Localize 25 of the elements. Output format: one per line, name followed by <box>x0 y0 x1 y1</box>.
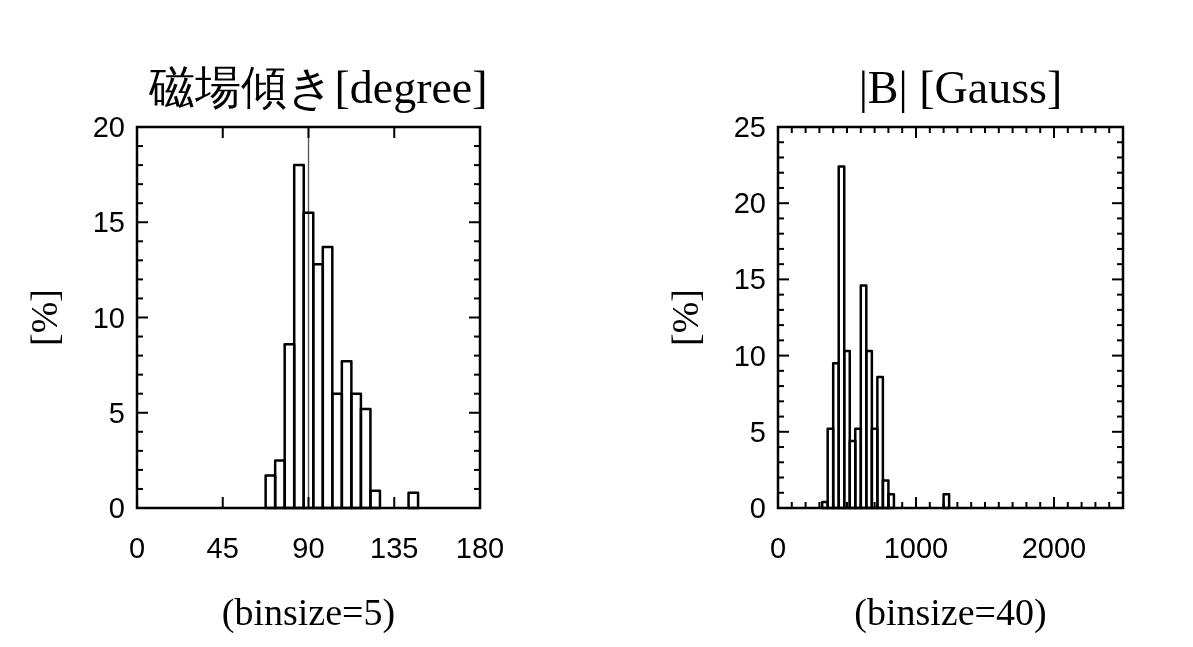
x-tick-label: 90 <box>292 532 325 564</box>
y-axis-title: [%] <box>23 289 65 346</box>
x-axis-title: (binsize=5) <box>221 591 396 634</box>
chart-title: 磁場傾き[degree] <box>148 62 488 113</box>
chart-title: |B| [Gauss] <box>858 62 1063 113</box>
y-tick-label: 15 <box>92 206 125 239</box>
y-tick-label: 5 <box>749 415 766 448</box>
x-tick-label: 1000 <box>883 532 949 564</box>
y-axis-title: [%] <box>664 289 706 346</box>
x-tick-label: 135 <box>370 532 419 564</box>
y-tick-label: 10 <box>92 301 125 334</box>
x-tick-label: 0 <box>128 532 146 564</box>
y-tick-label: 25 <box>733 111 766 143</box>
x-tick-label: 0 <box>769 532 787 564</box>
y-tick-label: 10 <box>733 339 766 372</box>
x-axis-title: (binsize=40) <box>854 591 1047 634</box>
y-tick-label: 0 <box>108 492 125 524</box>
x-tick-label: 2000 <box>1021 532 1087 564</box>
x-tick-label: 180 <box>455 532 505 564</box>
y-tick-label: 0 <box>749 492 766 524</box>
y-tick-label: 20 <box>92 111 125 143</box>
y-tick-label: 15 <box>733 263 766 296</box>
y-tick-label: 5 <box>108 396 125 429</box>
y-tick-label: 20 <box>733 187 766 220</box>
x-tick-label: 45 <box>206 532 239 564</box>
